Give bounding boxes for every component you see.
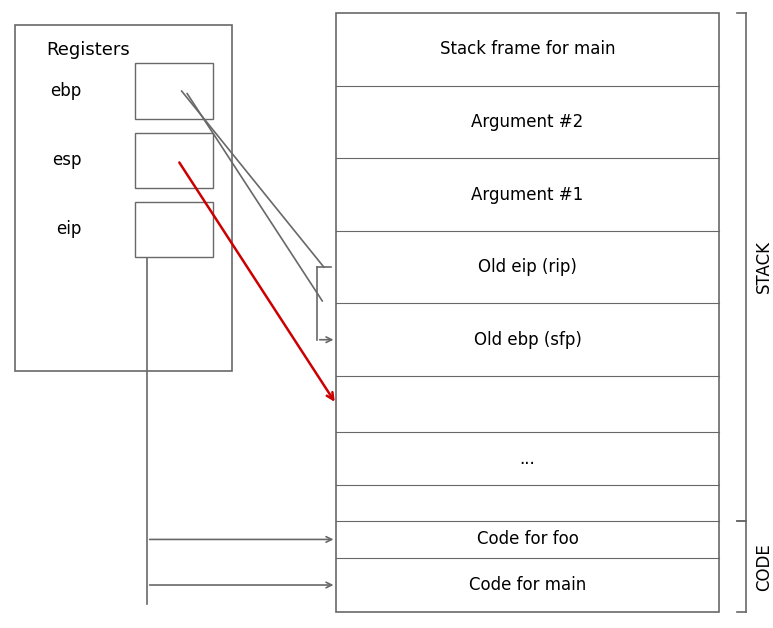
Text: eip: eip [56, 220, 81, 238]
Bar [336, 13, 719, 612]
Text: Code for foo: Code for foo [477, 531, 578, 548]
Bar [15, 25, 232, 371]
Bar [135, 202, 213, 257]
Text: ...: ... [519, 450, 536, 468]
Text: Old ebp (sfp): Old ebp (sfp) [474, 331, 581, 349]
Text: STACK: STACK [755, 241, 773, 293]
Text: Argument #2: Argument #2 [472, 113, 584, 131]
Text: Code for main: Code for main [469, 576, 586, 594]
Text: Old eip (rip): Old eip (rip) [478, 258, 577, 276]
Text: Stack frame for main: Stack frame for main [440, 40, 615, 58]
Text: CODE: CODE [755, 543, 773, 590]
Text: Argument #1: Argument #1 [472, 186, 584, 203]
Text: Registers: Registers [46, 41, 130, 59]
Bar [135, 63, 213, 119]
Text: ebp: ebp [50, 82, 81, 100]
Bar [135, 133, 213, 188]
Text: esp: esp [52, 151, 81, 169]
